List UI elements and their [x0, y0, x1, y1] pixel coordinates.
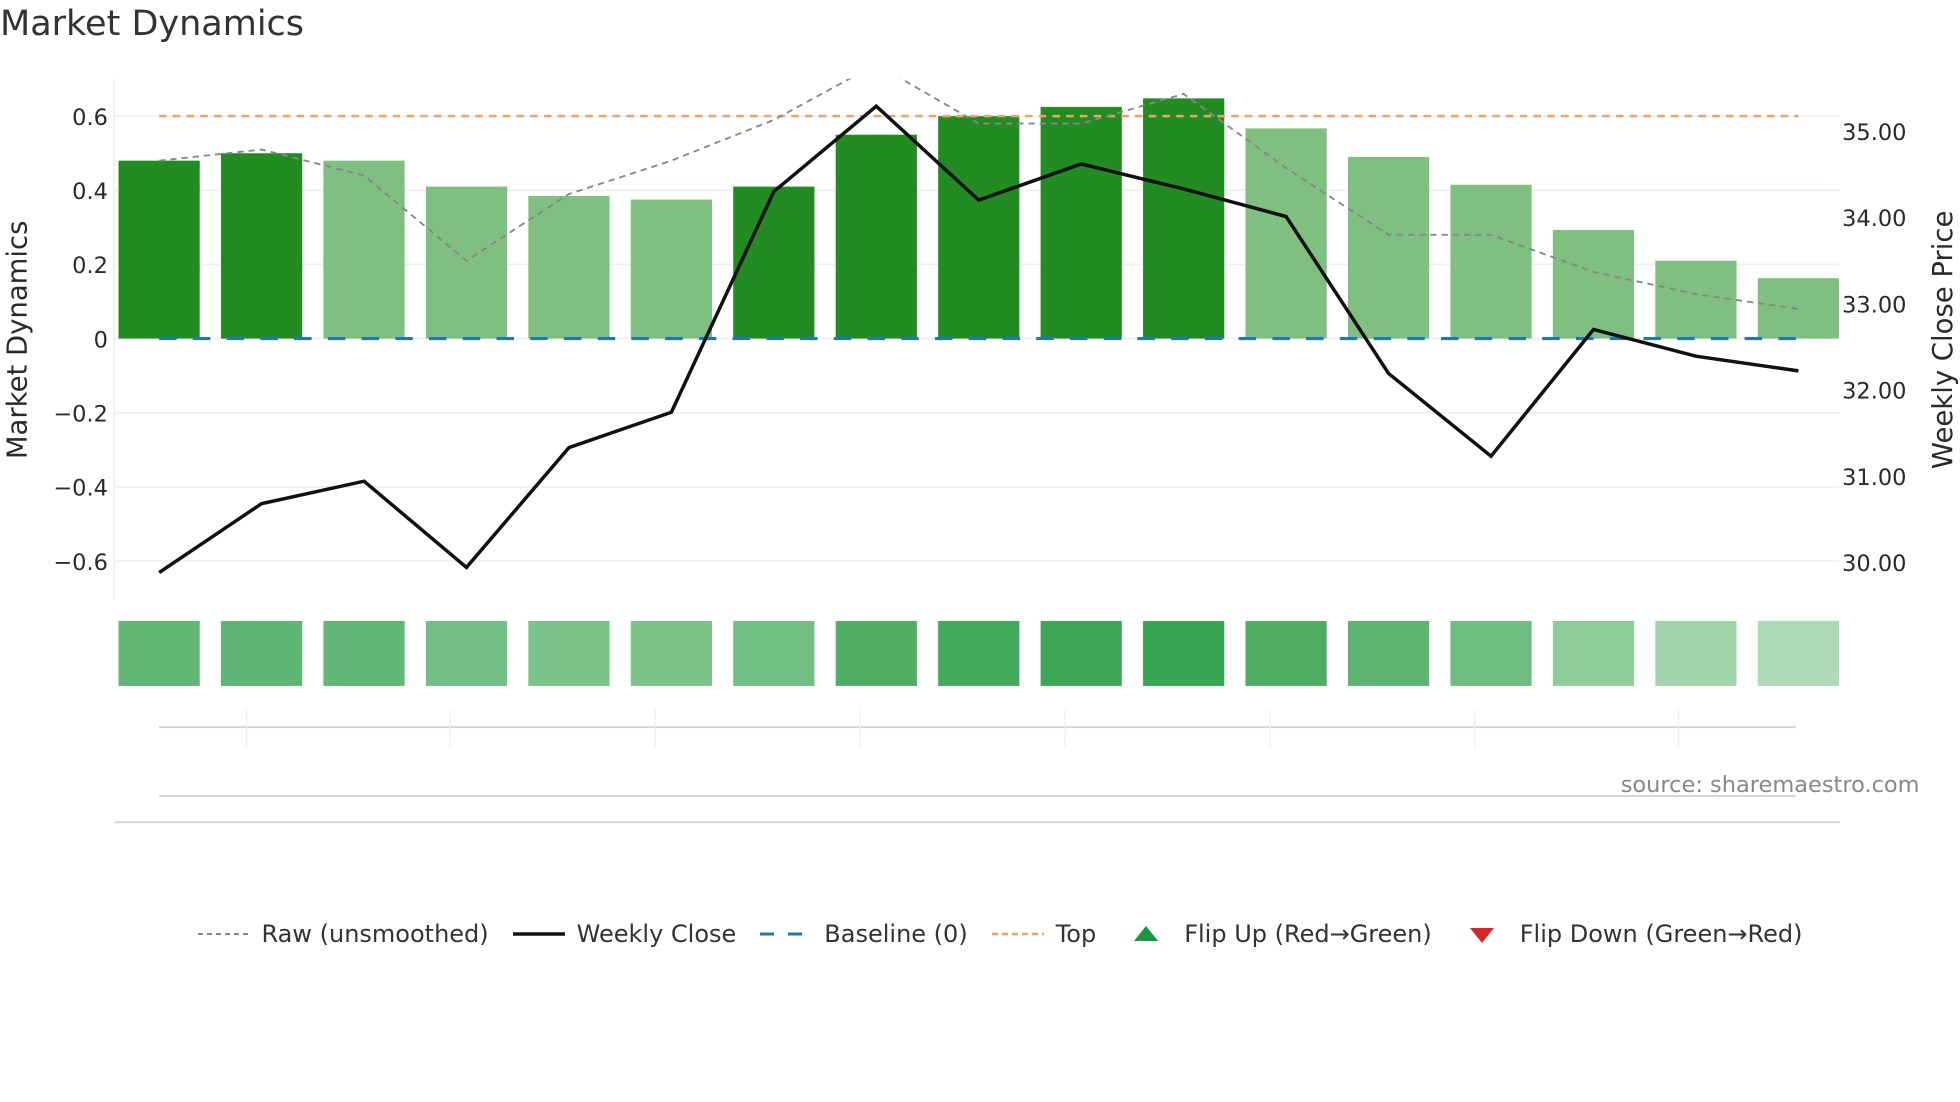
legend-label: Flip Down (Green→Red): [1519, 920, 1803, 948]
svg-text:31.00: 31.00: [1842, 465, 1906, 491]
y-axis-label: Market Dynamics: [2, 221, 34, 460]
bar: [1347, 156, 1430, 339]
legend-label: Baseline (0): [824, 920, 968, 948]
y-axis-left: 0.6 0.4 0.2 0 −0.2 −0.4 −0.6: [53, 105, 108, 576]
svg-text:0.4: 0.4: [72, 179, 108, 205]
heatmap-cell: [630, 620, 712, 686]
bar: [1450, 184, 1532, 339]
heatmap-cell: [118, 620, 200, 686]
raw-line: [159, 78, 1799, 310]
bar: [323, 160, 405, 339]
bar: [733, 186, 815, 339]
bar: [835, 134, 917, 339]
svg-text:33.00: 33.00: [1842, 292, 1906, 318]
legend-item-top[interactable]: Top: [990, 920, 1097, 948]
reference-lines: [159, 114, 1799, 341]
bar: [1143, 98, 1225, 339]
heatmap-cell: [425, 620, 508, 686]
heatmap-cell: [323, 620, 405, 686]
heatmap-cell: [938, 620, 1020, 686]
legend-item-flip_down[interactable]: Flip Down (Green→Red): [1454, 920, 1803, 948]
svg-text:−0.4: −0.4: [53, 476, 108, 502]
svg-text:0.6: 0.6: [72, 105, 108, 131]
raw-legend-icon: [197, 933, 250, 935]
heatmap-cell: [1347, 620, 1430, 686]
heatmap-cell: [1245, 620, 1327, 686]
chart-title: Market Dynamics: [0, 4, 305, 44]
legend-label: Top: [1055, 920, 1097, 948]
heatmap-cell: [1757, 620, 1839, 686]
svg-text:−0.6: −0.6: [53, 550, 108, 576]
y-axis-right: 35.00 34.00 33.00 32.00 31.00 30.00: [1842, 120, 1906, 577]
legend-item-raw[interactable]: Raw (unsmoothed): [196, 920, 489, 948]
heatmap-cell: [1552, 620, 1635, 686]
heatmap-strip: [118, 620, 1839, 686]
bar: [1757, 278, 1839, 339]
weekly-close-line: [158, 103, 1799, 575]
flip_up-legend-icon: [1134, 926, 1159, 941]
line-series: [158, 78, 1799, 575]
svg-text:35.00: 35.00: [1842, 120, 1906, 146]
heatmap-cell: [1143, 620, 1225, 686]
heatmap-cell: [1450, 620, 1532, 686]
svg-text:30.00: 30.00: [1842, 551, 1906, 577]
bar: [118, 160, 200, 339]
bar: [220, 153, 303, 339]
svg-text:0: 0: [94, 327, 108, 353]
legend-item-baseline[interactable]: Baseline (0): [758, 920, 968, 948]
svg-text:−0.2: −0.2: [53, 401, 108, 427]
heatmap-cell: [220, 620, 303, 686]
heatmap-cell: [528, 620, 610, 686]
source-credit: source: sharemaestro.com: [1621, 772, 1920, 798]
bar: [630, 199, 712, 339]
bar: [1552, 229, 1635, 339]
flip_down-legend-icon: [1469, 928, 1494, 943]
bar-series: [118, 98, 1839, 339]
legend-label: Raw (unsmoothed): [261, 920, 489, 948]
heatmap-cell: [1040, 620, 1122, 686]
y2-axis-label: Weekly Close Price: [1927, 211, 1959, 469]
top-legend-icon: [991, 932, 1044, 936]
svg-text:0.2: 0.2: [72, 253, 108, 279]
legend-label: Flip Up (Red→Green): [1184, 920, 1432, 948]
bar: [1245, 128, 1327, 339]
bar: [1655, 260, 1737, 339]
legend-item-flip_up[interactable]: Flip Up (Red→Green): [1118, 920, 1432, 948]
legend-label: Weekly Close: [576, 920, 737, 948]
bar: [938, 116, 1020, 339]
bar: [528, 195, 610, 339]
heatmap-cell: [733, 620, 815, 686]
heatmap-cell: [835, 620, 917, 686]
bar: [1040, 106, 1122, 339]
baseline-legend-icon: [760, 932, 813, 936]
lower-axes: [114, 709, 1840, 824]
bar: [425, 186, 508, 339]
svg-text:32.00: 32.00: [1842, 379, 1906, 405]
heatmap-cell: [1655, 620, 1737, 686]
svg-text:34.00: 34.00: [1842, 206, 1906, 232]
legend-item-close[interactable]: Weekly Close: [511, 920, 737, 948]
close-legend-icon: [512, 932, 565, 936]
legend: Raw (unsmoothed) Weekly Close Baseline (0)…: [0, 920, 1960, 948]
